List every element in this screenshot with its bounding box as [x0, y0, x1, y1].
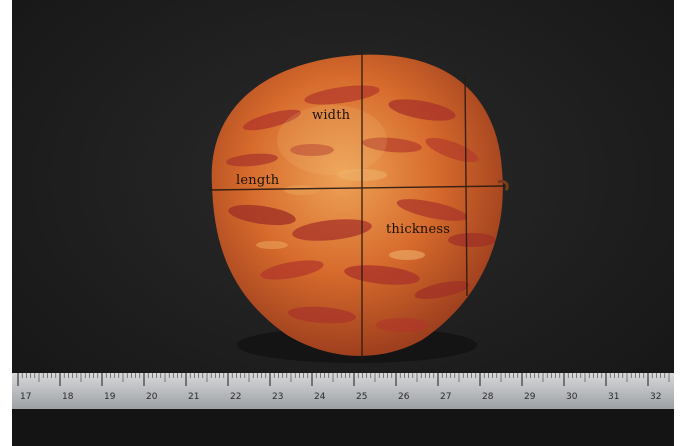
ruler-number: 29 [524, 392, 536, 402]
peach-highlight [277, 105, 387, 175]
ruler-number: 26 [398, 392, 410, 402]
length-line [207, 185, 505, 191]
ruler-number: 21 [188, 392, 199, 402]
ruler-number: 17 [20, 392, 31, 402]
ruler-number: 23 [272, 392, 283, 402]
ruler-number: 28 [482, 392, 494, 402]
measurement-lines [207, 52, 505, 360]
ruler-number: 20 [146, 392, 158, 402]
ruler-number: 25 [356, 392, 367, 402]
ruler-number: 32 [650, 392, 661, 402]
ruler-number: 30 [566, 392, 578, 402]
scene-svg: 17 18 19 20 21 22 23 24 25 26 27 28 29 30 31 32 [12, 0, 674, 446]
length-label: length [236, 173, 280, 188]
peach [211, 54, 509, 356]
ruler-number: 24 [314, 392, 326, 402]
ruler: 17 18 19 20 21 22 23 24 25 26 27 28 29 30 31 32 [12, 373, 674, 446]
width-label: width [312, 108, 351, 123]
ruler-number: 18 [62, 392, 74, 402]
ruler-number: 22 [230, 392, 241, 402]
thickness-line [464, 73, 468, 297]
ruler-number: 19 [104, 392, 116, 402]
ruler-numbers: 17 18 19 20 21 22 23 24 25 26 27 28 29 30 31 32 [20, 392, 661, 402]
ruler-number: 27 [440, 392, 451, 402]
photo-frame: 17 18 19 20 21 22 23 24 25 26 27 28 29 30 31 32 width l… [12, 0, 674, 446]
ruler-number: 31 [608, 392, 619, 402]
thickness-label: thickness [386, 222, 451, 237]
ruler-ticks [17, 373, 670, 386]
